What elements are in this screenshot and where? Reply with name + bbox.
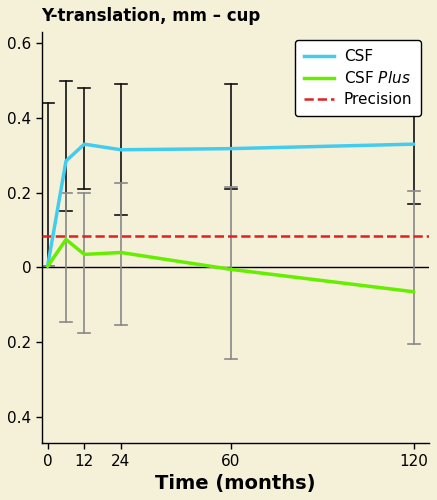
Legend: CSF, CSF $\it{Plus}$, Precision: CSF, CSF $\it{Plus}$, Precision: [295, 40, 421, 116]
Text: Y-translation, mm – cup: Y-translation, mm – cup: [42, 7, 261, 25]
X-axis label: Time (months): Time (months): [155, 474, 316, 493]
